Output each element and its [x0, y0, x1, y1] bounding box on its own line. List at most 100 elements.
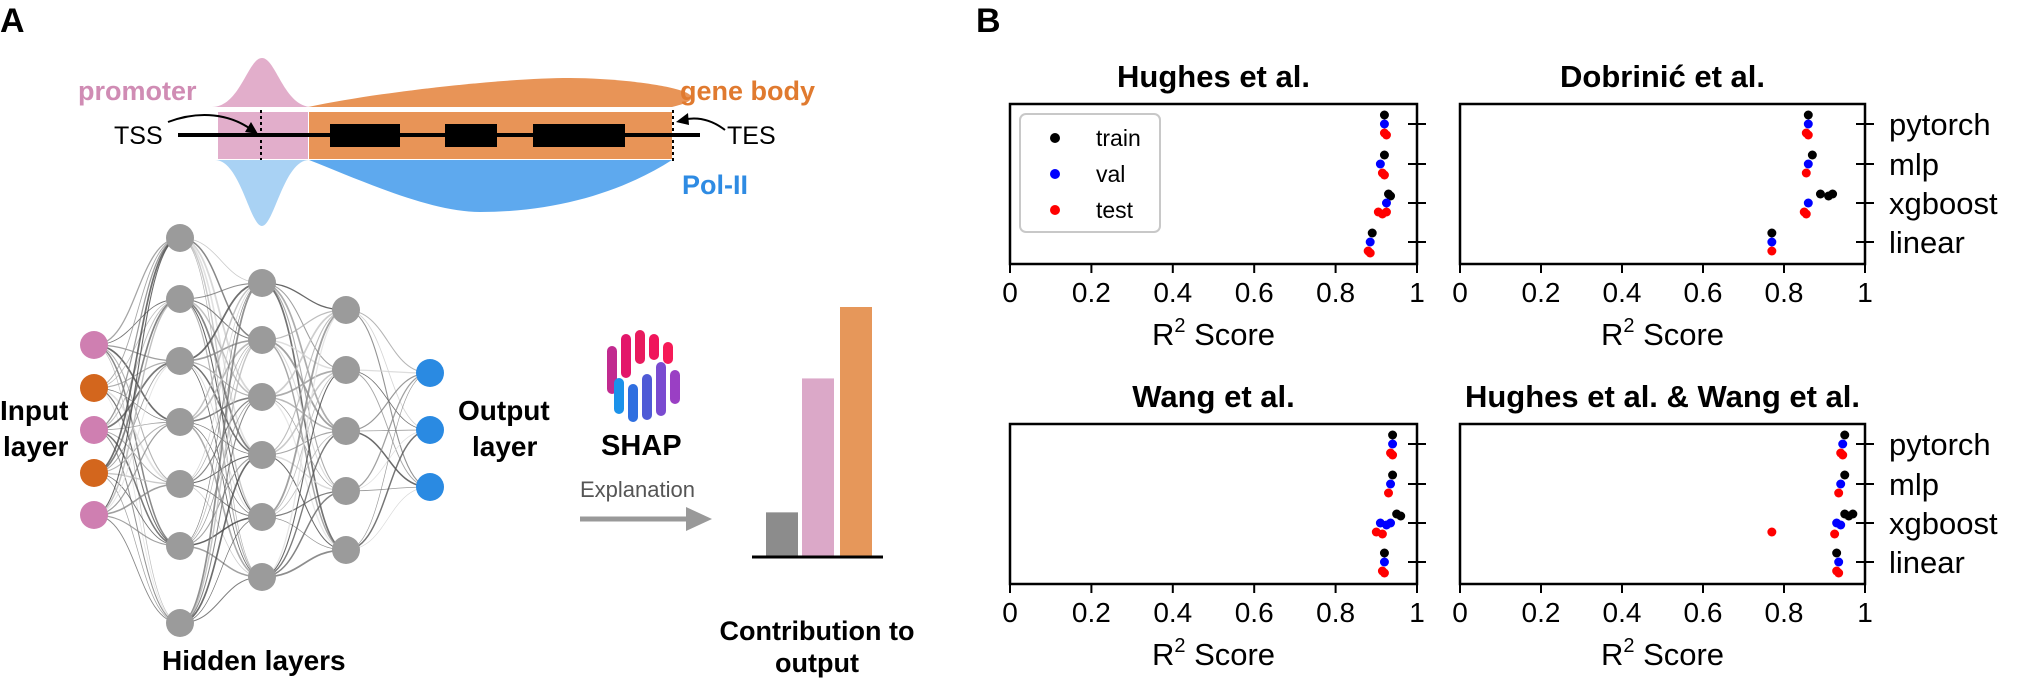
- category-label: xgboost: [1889, 186, 1998, 221]
- data-point-train: [1808, 151, 1817, 160]
- data-point-test: [1804, 131, 1813, 140]
- scatter-chart: Dobrinić et al. 0 0.2 0.4 0.6 0.8 1 R2 Score pyt…: [1452, 59, 1998, 352]
- contribution-bar: [766, 512, 798, 557]
- input-node: [80, 501, 108, 529]
- category-label: pytorch: [1889, 107, 1991, 142]
- hidden-node: [332, 417, 360, 445]
- hidden-node: [166, 224, 194, 252]
- x-tick-label: 0.2: [1072, 597, 1111, 628]
- hidden-node: [166, 285, 194, 313]
- contribution-bar: [840, 307, 872, 557]
- x-tick-label: 0.2: [1522, 277, 1561, 308]
- data-point-val: [1804, 120, 1813, 129]
- category-label: mlp: [1889, 467, 1939, 502]
- hidden-node: [166, 609, 194, 637]
- data-point-train: [1828, 190, 1837, 199]
- data-point-val: [1376, 160, 1385, 169]
- input-layer-label-line2: layer: [3, 431, 68, 462]
- pol2-promoter-peak: [215, 160, 309, 226]
- hidden-node: [166, 408, 194, 436]
- hidden-node: [166, 470, 194, 498]
- x-tick-label: 0.8: [1316, 277, 1355, 308]
- chart-frame: [1460, 424, 1865, 584]
- hidden-node: [248, 563, 276, 591]
- network-edge: [94, 238, 180, 430]
- x-tick-label: 0.6: [1235, 597, 1274, 628]
- tss-label: TSS: [114, 122, 163, 150]
- gene-schematic: [168, 58, 725, 226]
- x-tick-label: 0.6: [1235, 277, 1274, 308]
- network-edge: [94, 430, 180, 623]
- data-point-test: [1767, 247, 1776, 256]
- gene-body-dome: [308, 78, 691, 107]
- x-tick-label: 1: [1857, 597, 1873, 628]
- output-layer-label-line2: layer: [472, 431, 537, 462]
- legend-label: val: [1096, 161, 1125, 187]
- output-node: [416, 416, 444, 444]
- scatter-chart: Wang et al.0 0.2 0.4 0.6 0.8 1R2 Score: [1002, 379, 1426, 672]
- data-point-train: [1380, 151, 1389, 160]
- pol2-label: Pol-II: [682, 170, 748, 200]
- x-tick-label: 0.8: [1765, 597, 1804, 628]
- data-point-val: [1836, 521, 1845, 530]
- exon-2: [445, 124, 497, 147]
- data-point-val: [1838, 440, 1847, 449]
- data-point-train: [1840, 471, 1849, 480]
- data-point-val: [1388, 440, 1397, 449]
- explanation-arrow-icon: [580, 507, 712, 531]
- data-point-train: [1388, 431, 1397, 440]
- exon-1: [330, 124, 400, 147]
- data-point-val: [1767, 238, 1776, 247]
- data-point-test: [1380, 569, 1389, 578]
- data-point-test: [1830, 530, 1839, 539]
- x-tick-label: 0: [1452, 277, 1468, 308]
- chart-frame: [1460, 104, 1865, 264]
- data-point-test: [1838, 451, 1847, 460]
- data-point-test: [1834, 569, 1843, 578]
- data-point-train: [1380, 549, 1389, 558]
- input-layer-label-line1: Input: [0, 395, 68, 426]
- output-node: [416, 473, 444, 501]
- network-edge: [346, 373, 430, 431]
- category-label: xgboost: [1889, 506, 1998, 541]
- x-tick-label: 0.4: [1603, 277, 1642, 308]
- input-node: [80, 331, 108, 359]
- hidden-node: [332, 356, 360, 384]
- data-point-train: [1840, 431, 1849, 440]
- x-tick-label: 0.8: [1765, 277, 1804, 308]
- hidden-node: [166, 532, 194, 560]
- chart-frame: [1010, 424, 1417, 584]
- network-edge: [94, 238, 180, 345]
- data-point-val: [1804, 199, 1813, 208]
- x-axis-label: R2 Score: [1601, 635, 1724, 672]
- x-tick-label: 0: [1452, 597, 1468, 628]
- data-point-val: [1804, 160, 1813, 169]
- hidden-node: [248, 269, 276, 297]
- category-label: linear: [1889, 225, 1965, 260]
- data-point-test: [1366, 249, 1375, 258]
- tes-arrowhead: [676, 113, 689, 125]
- x-tick-label: 0.8: [1316, 597, 1355, 628]
- exon-3: [533, 124, 625, 147]
- x-tick-label: 0: [1002, 597, 1018, 628]
- data-point-test: [1834, 489, 1843, 498]
- input-node: [80, 374, 108, 402]
- x-tick-label: 1: [1409, 597, 1425, 628]
- pol2-gene-body: [309, 160, 672, 212]
- data-point-train: [1832, 549, 1841, 558]
- data-point-train: [1388, 471, 1397, 480]
- hidden-layers-label: Hidden layers: [162, 645, 346, 676]
- data-point-val: [1380, 558, 1389, 567]
- data-point-val: [1380, 120, 1389, 129]
- panel-b-label: B: [976, 2, 1001, 40]
- x-tick-label: 0.6: [1684, 597, 1723, 628]
- data-point-val: [1836, 480, 1845, 489]
- data-point-test: [1802, 169, 1811, 178]
- x-tick-label: 0.6: [1684, 277, 1723, 308]
- data-point-train: [1396, 512, 1405, 521]
- hidden-node: [248, 383, 276, 411]
- tes-label: TES: [727, 122, 776, 150]
- legend-label: train: [1096, 125, 1141, 151]
- x-tick-label: 0.4: [1153, 597, 1192, 628]
- data-point-train: [1848, 510, 1857, 519]
